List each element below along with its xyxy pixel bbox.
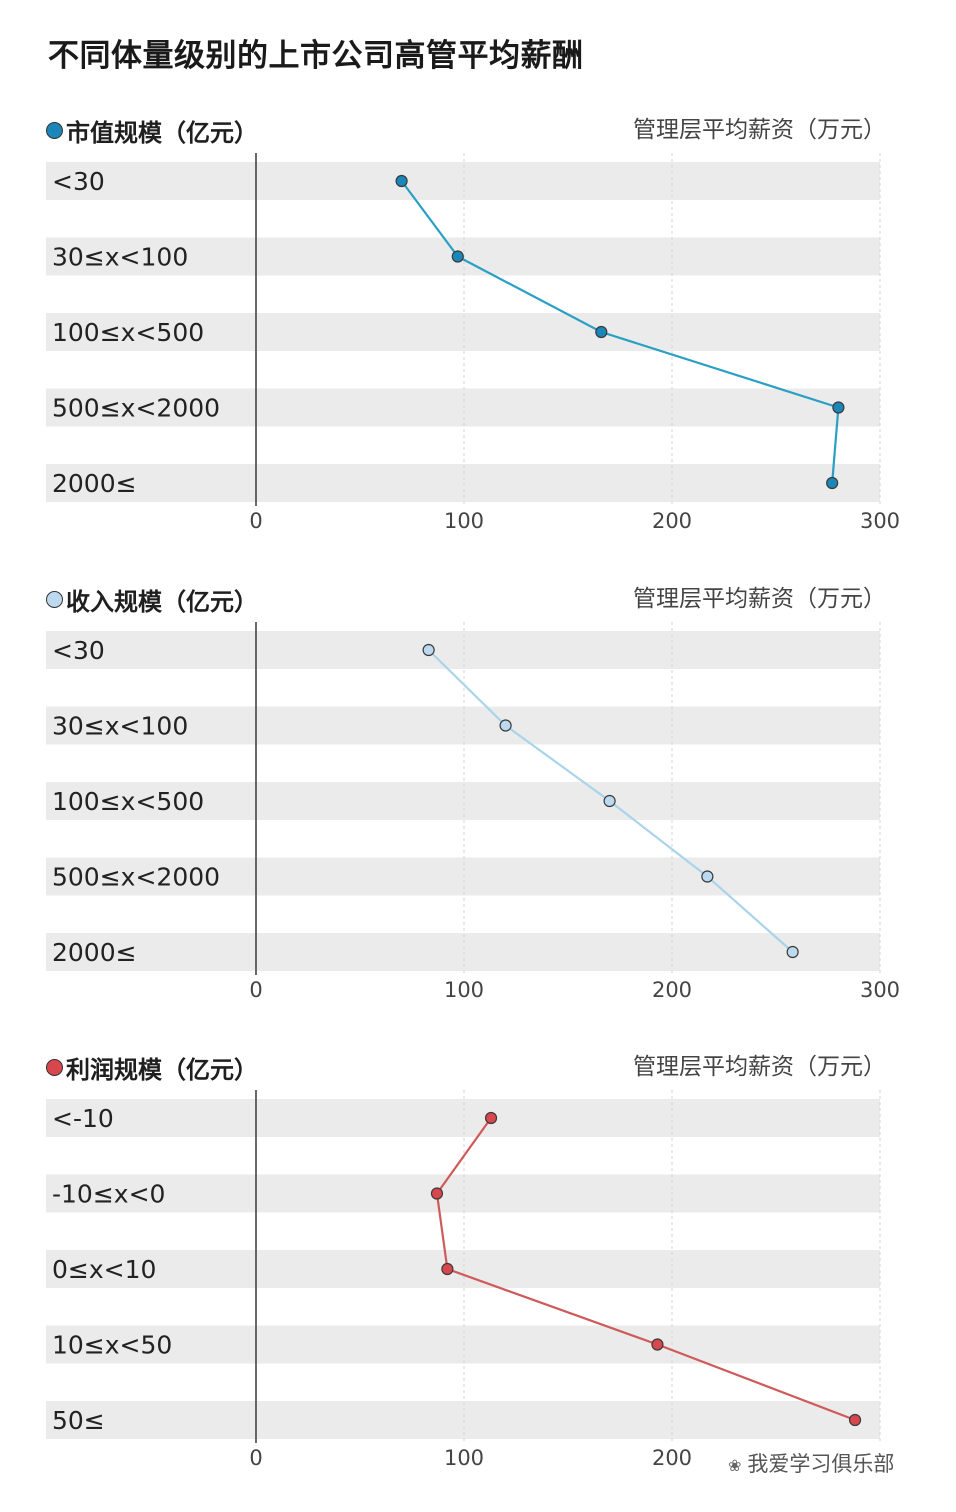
category-label: 50≤ [52,1406,105,1435]
category-label: 500≤x<2000 [52,394,220,423]
watermark: ❀ 我爱学习俱乐部 [728,1448,894,1478]
row-band [46,1250,880,1288]
row-band [46,631,880,669]
data-point [603,794,616,808]
data-point [484,1111,498,1125]
row-band [46,1099,880,1137]
chart-series-label: 利润规模（亿元） [66,1055,258,1084]
row-band [46,313,880,351]
category-label: 0≤x<10 [52,1255,156,1284]
data-point [451,250,464,263]
tick-label: 100 [444,978,484,1002]
axis-unit-label: 管理层平均薪资（万元） [633,1054,886,1080]
axis-unit-label: 管理层平均薪资（万元） [633,586,886,612]
category-label: 30≤x<100 [52,712,188,741]
watermark-text: 我爱学习俱乐部 [747,1452,895,1476]
tick-label: 0 [249,1446,262,1470]
row-band [46,162,880,200]
data-point [826,476,839,490]
data-point [430,1187,444,1200]
axis-unit-label: 管理层平均薪资（万元） [633,117,886,143]
category-label: <30 [52,636,105,665]
data-point [595,325,608,339]
category-label: 2000≤ [52,469,137,498]
row-band [46,1325,880,1364]
category-label: <-10 [52,1104,114,1133]
tick-label: 300 [860,978,900,1002]
legend-dot-icon [46,590,63,608]
tick-label: 200 [652,978,692,1002]
row-band [46,1401,880,1439]
category-label: 30≤x<100 [52,243,188,272]
chart-profit: <-10 -10≤x<0 0≤x<10 10≤x<50 50≤ 0 100 200 利润规模（… [0,1052,956,1512]
tick-label: 0 [249,978,262,1002]
chart-heading: 利润规模（亿元） [46,1052,258,1084]
row-band [46,933,880,971]
row-band [46,388,880,427]
legend-dot-icon [46,1058,63,1076]
row-band [46,1174,880,1213]
chart-heading: 市值规模（亿元） [46,115,258,147]
legend-dot-icon [46,121,63,139]
row-band [46,782,880,820]
category-label: 2000≤ [52,938,137,967]
tick-label: 100 [444,509,484,533]
tick-label: 200 [652,1446,692,1470]
chart-series-label: 市值规模（亿元） [66,118,258,147]
chart-plot: <-10 -10≤x<0 0≤x<10 10≤x<50 50≤ 0 100 200 [46,1090,881,1470]
chart-plot: <30 30≤x<100 100≤x<500 500≤x<2000 2000≤ 0 100 2… [46,153,900,533]
data-point [441,1262,454,1276]
data-point [499,719,512,732]
tick-label: 0 [249,509,262,533]
chart-series-label: 收入规模（亿元） [66,587,258,616]
row-band [46,857,880,896]
category-label: 500≤x<2000 [52,863,220,892]
wechat-icon: ❀ [728,1456,742,1475]
tick-label: 100 [444,1446,484,1470]
data-point [832,401,845,414]
page-title: 不同体量级别的上市公司高管平均薪酬 [48,38,584,74]
data-point [701,870,714,883]
row-band [46,706,880,745]
row-band [46,464,880,502]
chart-plot: <30 30≤x<100 100≤x<500 500≤x<2000 2000≤ 0 100 2… [46,622,900,1002]
category-label: -10≤x<0 [52,1180,165,1209]
data-point [848,1413,862,1427]
category-label: 100≤x<500 [52,787,204,816]
chart-market-cap: <30 30≤x<100 100≤x<500 500≤x<2000 2000≤ 0 100 2… [0,115,956,575]
tick-label: 300 [860,509,900,533]
data-point [651,1338,664,1351]
category-label: 10≤x<50 [52,1331,172,1360]
data-point [786,945,799,959]
data-point [422,643,435,657]
category-label: 100≤x<500 [52,318,204,347]
data-point [395,174,408,188]
category-label: <30 [52,167,105,196]
tick-label: 200 [652,509,692,533]
chart-revenue: <30 30≤x<100 100≤x<500 500≤x<2000 2000≤ 0 100 2… [0,584,956,1044]
chart-heading: 收入规模（亿元） [46,584,258,616]
